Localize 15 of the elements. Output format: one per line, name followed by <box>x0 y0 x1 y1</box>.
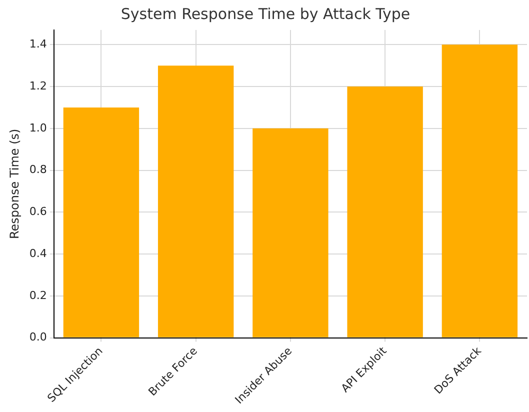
bar <box>347 86 423 338</box>
y-tick-label: 1.0 <box>29 121 47 134</box>
y-tick-label: 0.4 <box>29 246 47 260</box>
chart-title: System Response Time by Attack Type <box>120 4 410 23</box>
y-tick-label: 0.8 <box>29 163 47 176</box>
bar <box>158 66 234 338</box>
y-tick-label: 0.2 <box>29 288 47 302</box>
bar <box>442 44 518 338</box>
bar <box>63 107 140 338</box>
y-axis-title: Response Time (s) <box>7 128 22 240</box>
y-tick-label: 0.0 <box>29 330 47 344</box>
y-tick-label: 1.4 <box>29 38 47 51</box>
bar <box>252 128 328 338</box>
y-tick-label: 0.6 <box>29 205 47 218</box>
y-tick-label: 1.2 <box>29 79 47 92</box>
